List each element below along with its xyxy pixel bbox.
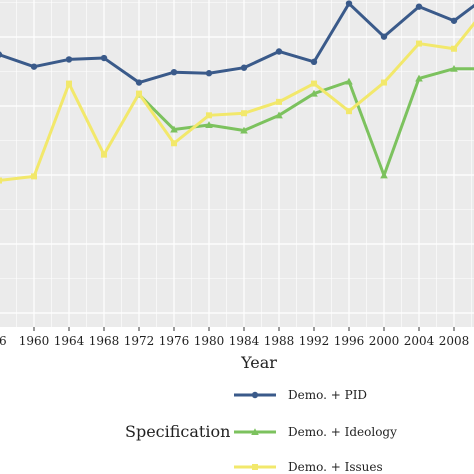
x-tick-label: 1968 [89,334,120,348]
data-point-demo-issues [241,110,247,117]
series-layer [0,0,474,184]
x-tick-label: 2004 [404,334,435,348]
data-point-demo-pid [240,64,248,71]
x-tick-label: 1992 [299,334,330,348]
data-point-demo-issues [311,80,317,87]
series-demo-issues [0,21,474,184]
data-point-demo-pid [450,17,458,24]
x-tick-label: 1972 [124,334,155,348]
x-tick-label: 56 [0,334,7,348]
data-point-demo-issues [31,173,37,180]
data-point-demo-pid [415,3,423,10]
x-tick-label: 1988 [264,334,295,348]
legend-label: Demo. + Ideology [288,425,397,439]
data-point-demo-issues [276,98,282,105]
data-point-demo-issues [66,80,72,87]
data-point-demo-pid [205,70,213,77]
legend-title: Specification [125,422,230,441]
x-axis-title: Year [240,353,277,372]
legend-key-marker [251,391,259,399]
data-point-demo-ideology [205,121,213,129]
data-point-demo-pid [345,0,353,7]
data-point-demo-ideology [170,125,178,133]
data-point-demo-ideology [380,171,388,179]
grid-lines [0,0,474,327]
data-point-demo-ideology [275,111,283,119]
data-point-demo-ideology [415,74,423,82]
data-point-demo-ideology [310,89,318,97]
data-point-demo-pid [380,33,388,40]
data-point-demo-pid [65,56,73,63]
x-tick-label: 1964 [54,334,85,348]
legend-item-demo-issues: Demo. + Issues [234,460,383,474]
data-point-demo-ideology [450,64,458,72]
data-point-demo-issues [136,90,142,97]
legend-item-demo-ideology: Demo. + Ideology [234,425,397,439]
data-point-demo-issues [346,108,352,115]
data-point-demo-issues [381,79,387,86]
data-point-demo-pid [100,54,108,62]
x-tick-label: 1976 [159,334,190,348]
data-point-demo-ideology [345,77,353,85]
data-point-demo-pid [170,68,178,76]
x-tick-label: 1960 [19,334,50,348]
x-tick-label: 1984 [229,334,260,348]
legend-label: Demo. + Issues [288,460,383,474]
data-point-demo-issues [171,140,177,147]
data-point-demo-pid [310,58,318,66]
data-point-demo-ideology [240,126,248,134]
legend-key-marker [252,464,258,470]
x-tick-labels: 56 1960 1964 1968 1972 1976 1980 1984 1988 1992 19… [0,327,469,348]
legend: Specification Demo. + PID Demo. + Ideolog… [125,388,397,474]
x-tick-label: 2000 [369,334,400,348]
data-point-demo-pid [275,48,283,55]
plot-background [0,0,474,327]
x-tick-label: 1980 [194,334,225,348]
data-point-demo-issues [0,177,2,184]
data-point-demo-issues [206,112,212,119]
series-demo-pid [0,0,474,86]
legend-item-demo-pid: Demo. + PID [234,388,367,402]
x-tick-label: 1996 [334,334,365,348]
data-point-demo-issues [451,45,457,52]
data-point-demo-pid [135,79,143,86]
x-tick-label: 2008 [439,334,470,348]
data-point-demo-issues [416,40,422,47]
data-point-demo-issues [101,151,107,158]
legend-label: Demo. + PID [288,388,367,402]
data-point-demo-pid [30,63,38,70]
data-point-demo-pid [0,51,3,58]
legend-key-marker [251,428,259,436]
